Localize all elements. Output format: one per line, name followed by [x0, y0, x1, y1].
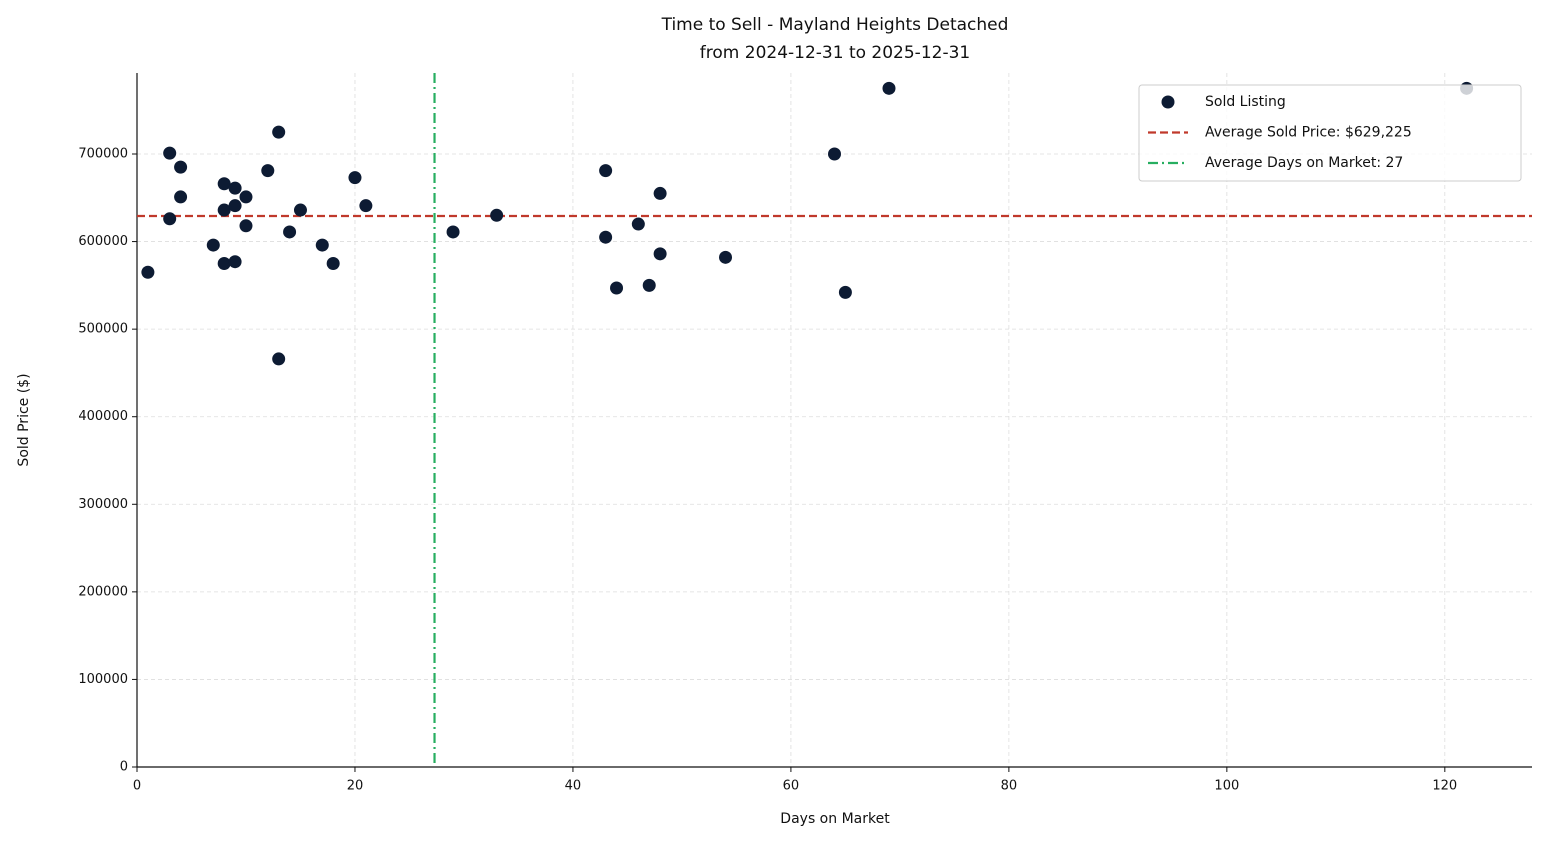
legend-label: Average Sold Price: $629,225 — [1205, 125, 1412, 141]
x-tick-label: 40 — [565, 779, 582, 794]
legend-label: Sold Listing — [1205, 94, 1286, 110]
point — [359, 199, 373, 213]
point — [631, 217, 645, 231]
point — [446, 225, 460, 239]
point — [838, 285, 852, 299]
point — [217, 177, 231, 191]
point — [653, 247, 667, 261]
point — [882, 81, 896, 95]
point — [828, 147, 841, 161]
y-tick-label: 500000 — [78, 322, 128, 337]
x-tick-label: 60 — [783, 779, 800, 794]
y-axis-label: Sold Price ($) — [16, 373, 32, 466]
x-tick-label: 100 — [1214, 779, 1239, 794]
y-tick-label: 400000 — [78, 409, 128, 424]
y-tick-label: 100000 — [78, 672, 128, 687]
point — [217, 203, 231, 217]
y-tick-label: 300000 — [78, 497, 128, 512]
point — [239, 219, 253, 233]
point — [174, 160, 188, 174]
point — [261, 164, 275, 178]
x-tick-label: 120 — [1432, 779, 1457, 794]
point — [239, 190, 253, 204]
y-tick-label: 0 — [120, 760, 128, 775]
point — [228, 255, 242, 269]
point — [272, 125, 286, 139]
point — [163, 146, 177, 160]
point — [141, 265, 155, 279]
x-tick-label: 80 — [1001, 779, 1018, 794]
point — [642, 278, 656, 292]
point — [599, 230, 613, 244]
y-tick-label: 600000 — [78, 234, 128, 249]
point — [174, 190, 188, 204]
point — [610, 281, 624, 295]
point — [283, 225, 297, 239]
point — [206, 238, 220, 252]
point — [348, 171, 362, 185]
point — [490, 208, 504, 222]
legend-box — [1138, 84, 1522, 182]
x-tick-label: 0 — [133, 779, 141, 794]
point — [163, 212, 177, 226]
point — [293, 203, 307, 217]
x-axis-label: Days on Market — [780, 811, 890, 827]
point — [228, 181, 242, 195]
y-tick-label: 200000 — [78, 584, 128, 599]
point — [272, 352, 286, 366]
point — [315, 238, 329, 252]
point — [599, 164, 613, 178]
y-tick-label: 700000 — [78, 147, 128, 162]
legend-marker — [1161, 95, 1175, 109]
point — [326, 256, 340, 270]
chart-subtitle: from 2024-12-31 to 2025-12-31 — [700, 43, 970, 63]
point — [653, 186, 667, 200]
point — [228, 199, 242, 213]
x-tick-label: 20 — [347, 779, 364, 794]
point — [719, 250, 733, 264]
legend-label: Average Days on Market: 27 — [1205, 155, 1403, 171]
point — [217, 256, 231, 270]
chart-title: Time to Sell - Mayland Heights Detached — [661, 15, 1009, 35]
